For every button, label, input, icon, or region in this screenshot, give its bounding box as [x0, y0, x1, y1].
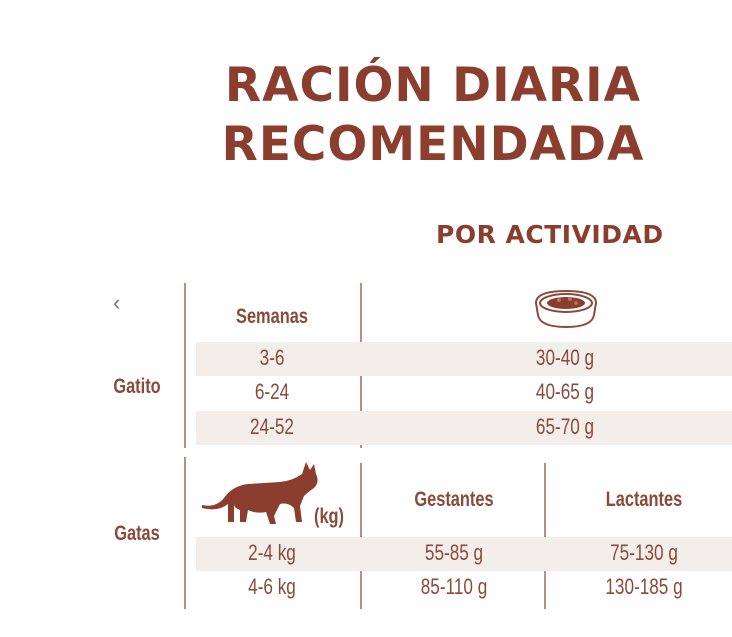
- kitten-amount-1: 30-40 g: [535, 345, 595, 370]
- divider-cats-mid: [360, 463, 362, 609]
- kitten-row-stripe-3: [196, 411, 732, 445]
- title-line-2: RECOMENDADA: [221, 117, 645, 172]
- cats-lactating-1: 75-130 g: [610, 540, 678, 565]
- subtitle: POR ACTIVIDAD: [436, 220, 664, 249]
- cats-row-stripe-1: [196, 537, 732, 571]
- kitten-age-3: 24-52: [250, 414, 294, 439]
- cats-pregnant-2: 85-110 g: [420, 574, 488, 599]
- cats-label: Gatas: [114, 522, 160, 545]
- kitten-amount-3: 65-70 g: [535, 414, 595, 439]
- weeks-header: Semanas: [236, 305, 308, 328]
- kitten-label: Gatito: [113, 375, 161, 398]
- pregnant-header: Gestantes: [414, 488, 494, 511]
- title-line-1: RACIÓN DIARIA: [224, 58, 642, 113]
- lactating-header: Lactantes: [605, 488, 683, 511]
- divider-kitten-left: [184, 283, 186, 448]
- cats-lactating-2: 130-185 g: [605, 574, 683, 599]
- divider-cats-right: [544, 463, 546, 609]
- cats-weight-1: 2-4 kg: [248, 540, 296, 565]
- kitten-age-1: 3-6: [259, 345, 285, 370]
- chevron-left-icon[interactable]: ‹: [113, 290, 121, 315]
- weight-unit-label: (kg): [313, 505, 345, 528]
- cats-weight-2: 4-6 kg: [248, 574, 296, 599]
- food-bowl-icon: [530, 281, 602, 331]
- divider-cats-left: [184, 457, 186, 609]
- kitten-age-2: 6-24: [254, 379, 290, 404]
- cats-pregnant-1: 55-85 g: [424, 540, 484, 565]
- kitten-row-stripe-1: [196, 342, 732, 376]
- kitten-amount-2: 40-65 g: [535, 379, 595, 404]
- cat-silhouette-icon: [200, 458, 322, 528]
